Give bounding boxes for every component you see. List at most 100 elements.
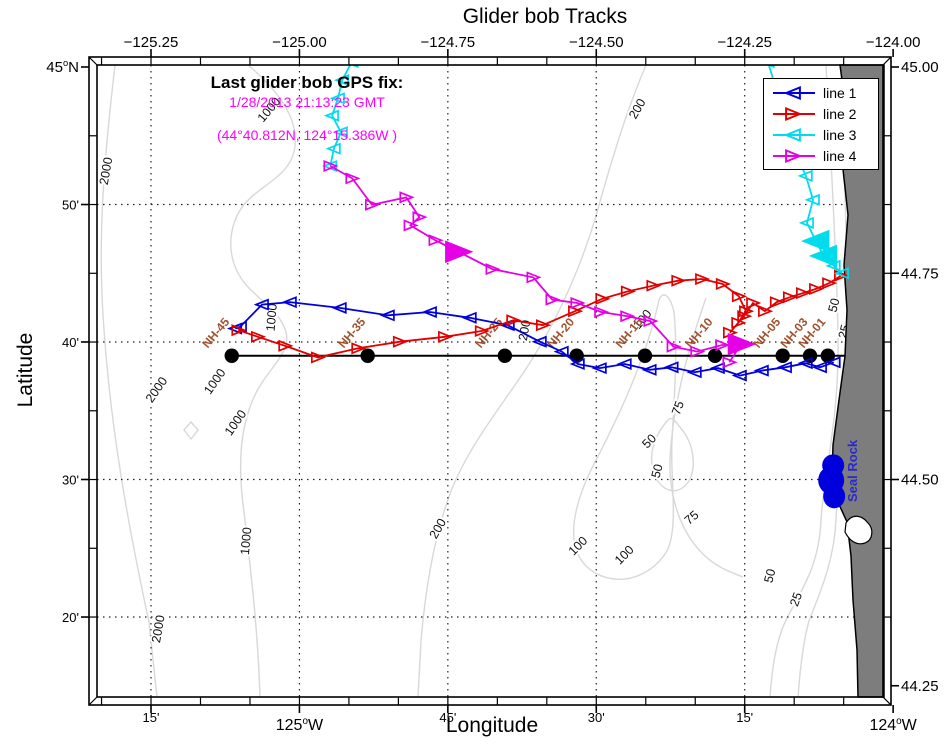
track-marker [310,351,327,364]
tick-label-left: 40' [62,335,79,350]
station-dot-NH-15 [637,348,653,363]
track-marker [323,159,339,173]
track-marker [231,324,247,337]
track-line-1 [227,296,841,382]
tick-label-bottom: 125oW [276,716,324,734]
track-marker [251,330,267,343]
tick-label-right: 44.25 [901,678,939,695]
frame-ticks [81,49,899,713]
station-label-NH-05: NH-05 [750,315,783,351]
contour-depth-label: 1000 [238,527,254,556]
track-marker [351,342,367,355]
x-axis-label: Longitude [445,714,539,737]
legend-label: line 1 [823,84,857,101]
station-dot-NH-01 [820,348,836,363]
track-marker [485,263,501,276]
track-marker [403,219,419,232]
contour-100m [572,294,677,580]
track-marker [474,324,490,338]
gps-fix-cluster [818,454,846,509]
track-marker [421,305,437,319]
track-marker [568,305,584,318]
track-marker [620,285,637,298]
contour-depth-label: 100 [612,543,637,568]
tick-label-top: −124.00 [866,34,921,51]
track-marker [804,193,820,206]
track-marker [399,191,415,204]
track-marker [797,357,813,370]
track-marker [731,369,747,382]
track-marker [731,290,748,303]
track-marker [332,126,348,139]
legend-swatch-line-2 [773,106,815,121]
track-marker [769,296,786,309]
track-path [329,65,352,167]
track-marker [663,361,679,374]
legend-swatch-line-1 [773,85,815,100]
track-marker [825,356,841,369]
track-marker [809,282,825,295]
track-marker [392,335,409,348]
track-marker [553,345,569,358]
tick-label-bottom: 15' [736,710,753,725]
legend-marker [783,85,801,100]
track-marker [801,229,830,253]
track-marker [758,305,774,318]
track-marker [715,277,732,291]
legend-marker [785,106,803,121]
track-marker [686,366,702,379]
contour-depth-label: 1000 [264,303,280,332]
track-marker [643,315,659,328]
track-marker [646,279,662,292]
legend-swatch-line-3 [773,127,815,142]
gps-fix-position: (44°40.812N, 124°15.386W ) [216,127,398,143]
map-frame [88,56,892,706]
tick-label-bottom: 15' [143,710,160,725]
track-path [235,301,835,377]
contour-200m [417,64,647,698]
tick-label-bottom: 45' [439,710,456,725]
station-label-NH-15: NH-15 [613,315,646,351]
track-marker [331,301,347,314]
track-marker [325,142,341,155]
legend-label: line 2 [823,105,857,122]
tick-label-left: 45oN [46,58,79,76]
tick-label-left: 50' [62,198,79,213]
contour-depth-label: 75 [669,399,687,417]
station-dot-NH-35 [360,348,375,363]
track-marker [278,339,294,352]
contour-depth-label: 75 [682,508,702,528]
track-marker [428,234,444,247]
axis-tick-labels: −125.25 −125.00 −124.75 −124.50 −124.25 −124.… [46,34,938,734]
tick-label-left: 20' [62,610,79,625]
track-marker [281,296,297,309]
station-label-NH-25: NH-25 [472,315,505,351]
contour-2000m [100,64,158,698]
track-marker [535,319,552,332]
track-marker [345,172,361,185]
tick-label-right: 45.00 [901,59,939,76]
contour-depth-label: 1000 [201,366,228,397]
legend-item-line-4: line 4 [764,145,878,166]
track-marker [323,109,339,122]
tick-label-top: −124.25 [717,34,772,51]
station-label-text: NH-15 [613,315,646,351]
station-label-text: NH-45 [199,315,232,351]
contour-50m-loop [650,417,694,492]
track-marker [569,357,585,371]
legend-item-line-2: line 2 [764,103,878,124]
station-label-text: NH-05 [750,315,783,351]
track-marker [782,291,799,304]
contour-depth-label: 50 [649,462,666,479]
track-marker [776,361,792,374]
gps-fix-annotation: Last glider bob GPS fix: 1/28/2013 21:13… [172,73,442,143]
gps-fix-heading: Last glider bob GPS fix: [210,73,404,92]
track-marker [690,345,706,358]
track-marker [570,296,586,310]
track-marker [715,338,731,352]
track-marker [722,356,738,369]
track-marker [506,314,522,327]
